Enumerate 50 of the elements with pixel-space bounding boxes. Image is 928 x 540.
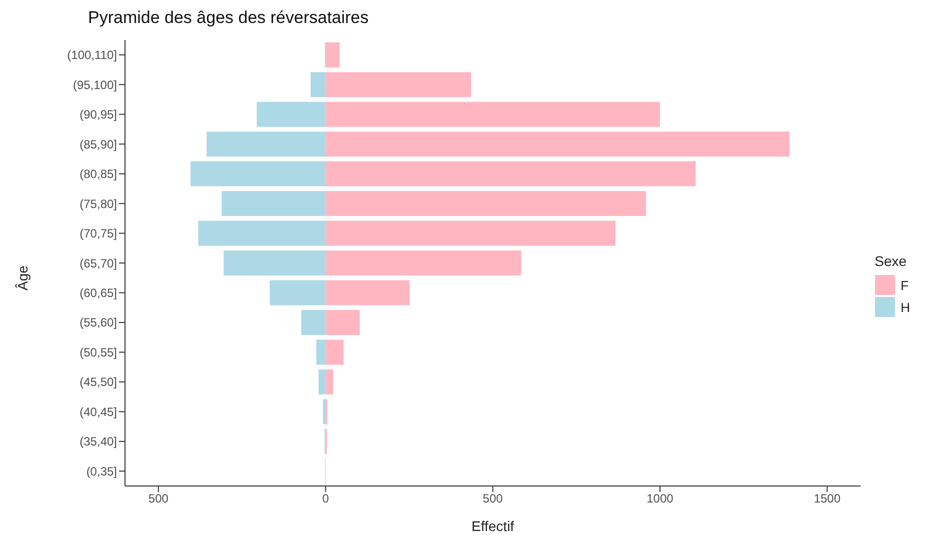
bar — [326, 72, 472, 98]
y-tick-label: (60,65] — [80, 286, 117, 300]
x-tick-label: 1500 — [814, 492, 841, 506]
bar — [326, 340, 344, 365]
bar — [310, 72, 326, 98]
y-tick-label: (75,80] — [80, 196, 117, 211]
bar — [190, 161, 326, 186]
bar — [198, 220, 326, 246]
chart-title: Pyramide des âges des réversataires — [88, 8, 370, 29]
y-tick-label: (0,35] — [86, 464, 117, 478]
bar — [326, 310, 360, 335]
x-tick-label: 500 — [482, 492, 504, 506]
bar — [326, 102, 660, 127]
y-tick-label: (65,70] — [80, 256, 117, 270]
y-tick-label: (50,55] — [80, 345, 117, 360]
y-axis-title: Âge — [14, 266, 30, 290]
bar — [326, 42, 340, 68]
bar — [222, 191, 326, 216]
bar — [326, 369, 333, 394]
x-tick-label: 500 — [148, 492, 169, 506]
bar — [322, 399, 326, 424]
x-tick-label: 1000 — [646, 492, 674, 506]
bar — [318, 369, 326, 394]
y-tick-label: (100,110] — [67, 48, 117, 62]
y-tick-label: (55,60] — [80, 316, 117, 330]
y-tick-label: (70,75] — [80, 226, 117, 241]
bar — [256, 102, 326, 127]
bar — [326, 132, 790, 157]
y-tick-label: (45,50] — [80, 375, 117, 390]
legend-title: Sexe — [874, 253, 908, 269]
y-tick-label: (80,85] — [80, 167, 117, 182]
bar — [206, 132, 326, 157]
x-tick-label: 0 — [322, 492, 330, 506]
bar — [326, 280, 410, 306]
x-axis-title: Effectif — [472, 518, 514, 534]
bar — [326, 250, 522, 276]
bar — [326, 220, 616, 246]
legend-label: F — [900, 278, 909, 292]
y-tick-label: (85,90] — [80, 137, 117, 152]
y-tick-label: (90,95] — [80, 108, 117, 122]
bar — [224, 250, 326, 276]
bar — [270, 280, 326, 306]
y-tick-label: (95,100] — [72, 78, 117, 92]
bar — [326, 191, 646, 216]
bar — [326, 161, 696, 186]
legend-label: H — [900, 300, 910, 314]
bar — [301, 310, 326, 335]
y-tick-label: (40,45] — [80, 404, 117, 419]
bar — [316, 340, 326, 365]
y-tick-label: (35,40] — [80, 434, 117, 449]
